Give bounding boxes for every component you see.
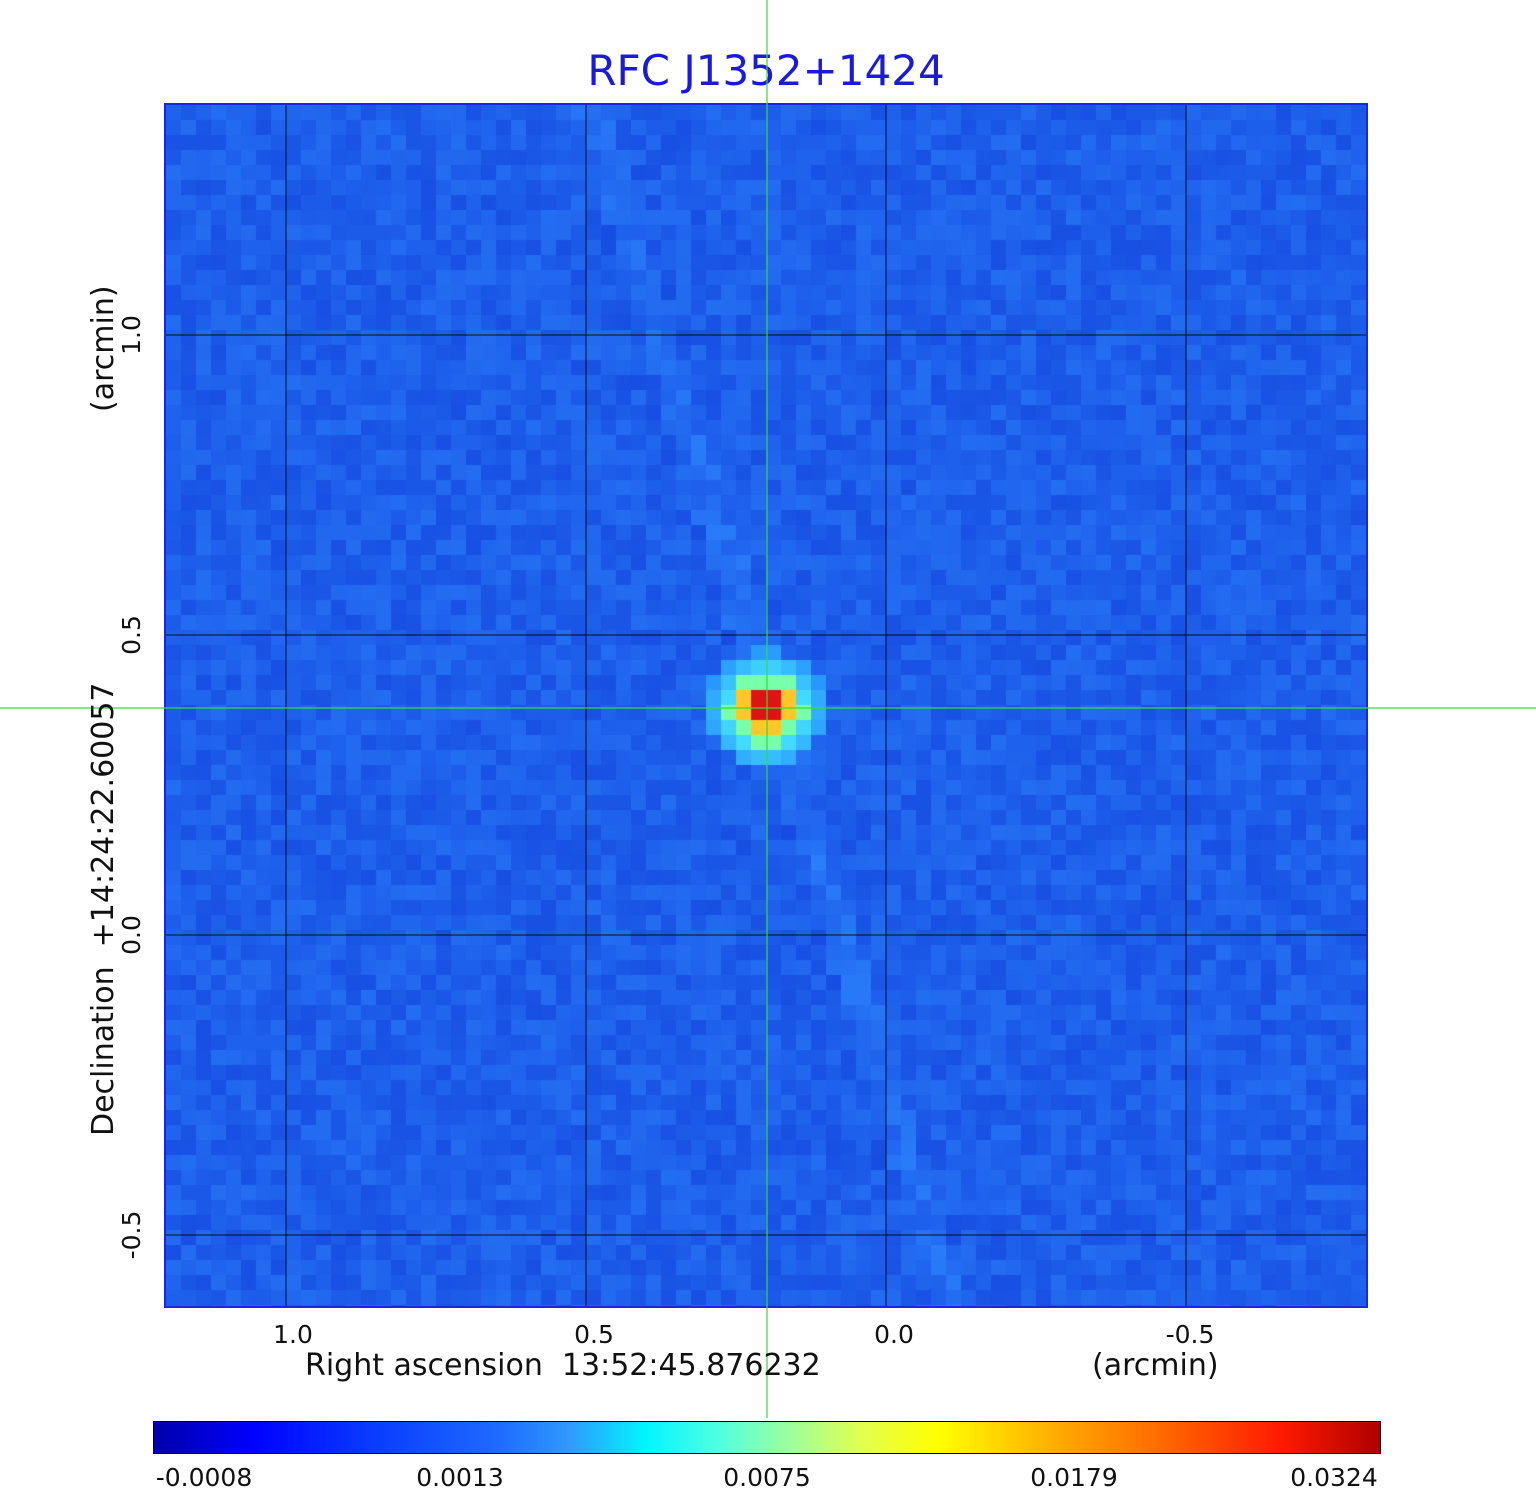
x-tick-label: 0.0 bbox=[874, 1320, 914, 1349]
x-tick-label: 1.0 bbox=[273, 1320, 313, 1349]
colorbar-tick-label: 0.0013 bbox=[416, 1463, 504, 1492]
x-axis-unit: (arcmin) bbox=[1092, 1348, 1219, 1383]
x-tick-label: -0.5 bbox=[1165, 1320, 1215, 1349]
colorbar-tick-label: -0.0008 bbox=[155, 1463, 253, 1492]
colorbar-tick-label: 0.0324 bbox=[1290, 1463, 1378, 1492]
y-axis-unit: (arcmin) bbox=[86, 285, 121, 412]
x-tick-label: 0.5 bbox=[574, 1320, 614, 1349]
colorbar[interactable] bbox=[153, 1421, 1381, 1454]
x-axis-label: Right ascension 13:52:45.876232 bbox=[305, 1348, 821, 1383]
y-tick-label: 0.5 bbox=[117, 615, 146, 655]
colorbar-tick-label: 0.0179 bbox=[1030, 1463, 1118, 1492]
radio-image-canvas[interactable] bbox=[166, 105, 1366, 1306]
colorbar-tick-label: 0.0075 bbox=[723, 1463, 811, 1492]
radio-image-panel[interactable] bbox=[164, 103, 1368, 1308]
image-title: RFC J1352+1424 bbox=[587, 46, 945, 95]
y-tick-label: -0.5 bbox=[117, 1210, 146, 1260]
y-axis-label: Declination +14:24:22.60057 bbox=[86, 682, 121, 1136]
